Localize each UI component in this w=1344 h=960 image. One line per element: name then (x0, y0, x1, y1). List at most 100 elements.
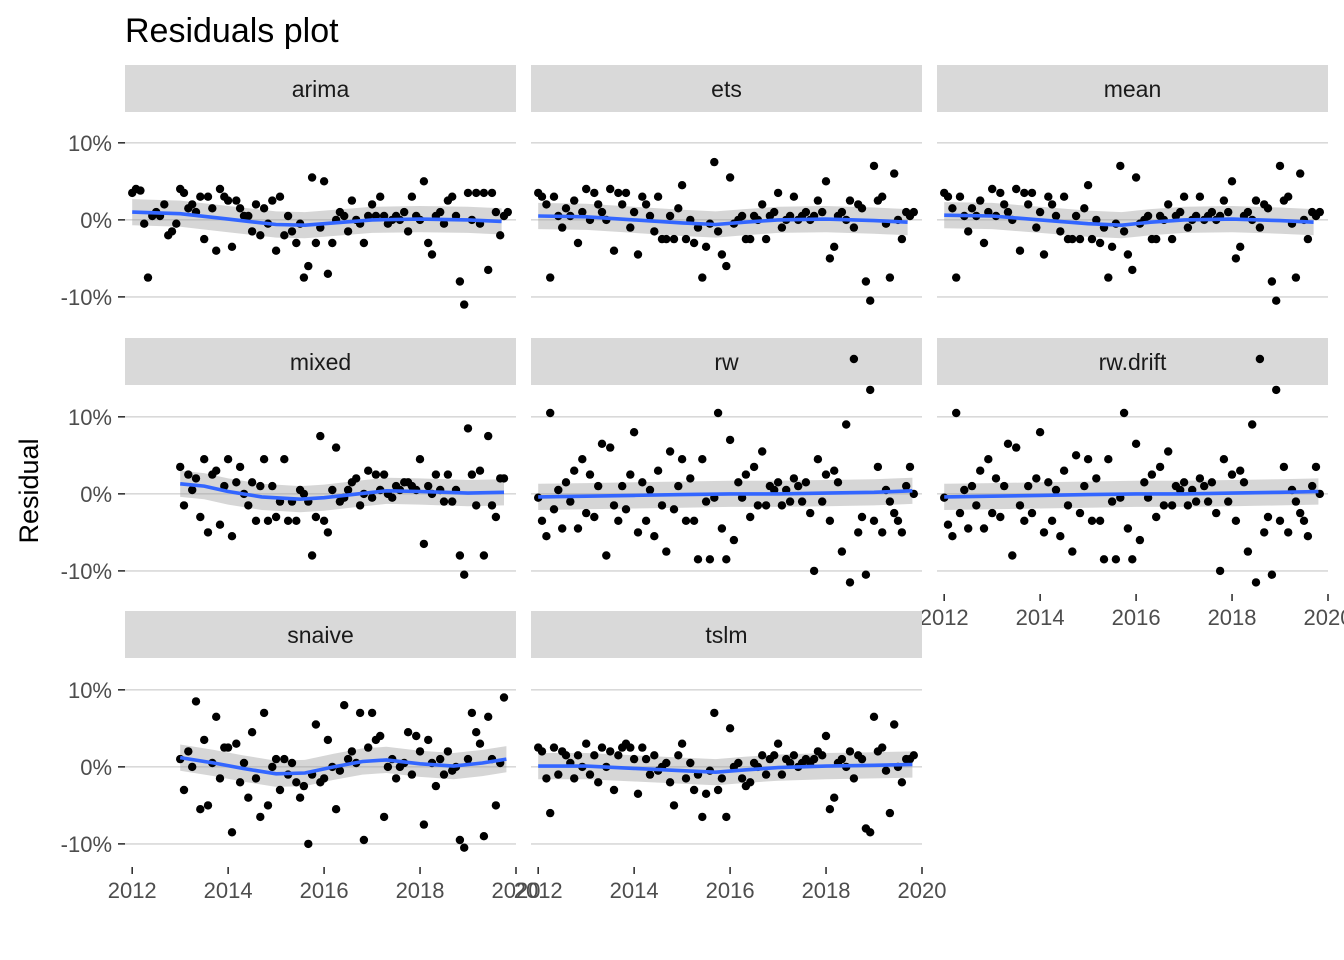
data-point (215, 184, 225, 194)
data-point (499, 693, 509, 702)
data-point (1071, 451, 1081, 460)
data-point (976, 196, 985, 205)
data-point (681, 516, 691, 525)
data-point (885, 273, 895, 282)
data-point (861, 277, 871, 286)
data-point (633, 789, 643, 798)
data-point (952, 273, 961, 282)
x-tick-label: 2016 (706, 878, 755, 903)
data-point (801, 478, 811, 487)
data-point (558, 223, 567, 232)
data-point (785, 758, 795, 768)
data-point (1152, 234, 1161, 244)
data-point (554, 770, 563, 779)
data-point (1023, 200, 1033, 209)
data-point (777, 501, 787, 510)
data-point (188, 485, 197, 495)
x-tick-label: 2018 (1208, 605, 1257, 630)
data-point (1311, 462, 1321, 472)
data-point (618, 200, 627, 209)
y-tick-label: -10% (61, 832, 112, 857)
data-point (629, 207, 639, 217)
data-point (184, 470, 193, 479)
data-point (638, 743, 647, 752)
data-point (689, 785, 699, 795)
data-point (1087, 234, 1097, 244)
data-point (299, 273, 309, 282)
data-point (359, 238, 369, 248)
data-point (594, 778, 603, 787)
x-tick-label: 2020 (898, 878, 947, 903)
data-point (316, 431, 325, 441)
data-point (1039, 528, 1049, 537)
data-point (1023, 481, 1033, 491)
data-point (1056, 532, 1065, 541)
data-point (626, 223, 635, 232)
data-point (585, 470, 595, 479)
x-tick-label: 2014 (1016, 605, 1065, 630)
data-point (1275, 161, 1285, 171)
data-point (653, 466, 663, 475)
data-point (662, 758, 671, 768)
data-point (275, 192, 285, 201)
data-point (359, 835, 369, 845)
data-point (549, 192, 559, 201)
data-point (179, 785, 189, 795)
data-point (227, 828, 237, 837)
data-point (837, 207, 847, 217)
data-point (424, 735, 433, 745)
data-point (496, 231, 505, 240)
data-point (794, 481, 803, 491)
data-point (725, 435, 735, 445)
data-point (1203, 497, 1213, 506)
data-point (650, 227, 659, 236)
data-point (391, 774, 401, 783)
data-point (710, 708, 719, 718)
data-point (737, 211, 747, 221)
x-tick-label: 2012 (920, 605, 969, 630)
data-point (1104, 455, 1113, 464)
facet-strip (125, 65, 516, 112)
data-point (641, 516, 651, 525)
data-point (340, 211, 349, 221)
data-point (830, 466, 839, 475)
data-point (251, 200, 261, 209)
data-point (424, 481, 433, 491)
data-point (746, 234, 755, 244)
data-point (215, 774, 225, 783)
data-point (1291, 497, 1301, 506)
data-point (403, 227, 413, 236)
data-point (304, 839, 313, 849)
data-point (1119, 227, 1129, 236)
data-point (1272, 296, 1281, 305)
data-point (1195, 474, 1205, 483)
data-point (463, 424, 473, 433)
data-point (698, 812, 707, 822)
data-point (621, 505, 631, 514)
data-point (1231, 254, 1241, 263)
data-point (653, 192, 663, 201)
data-point (905, 462, 915, 472)
data-point (484, 431, 493, 441)
data-point (594, 200, 603, 209)
data-point (479, 832, 489, 841)
data-point (1008, 551, 1017, 560)
data-point (1020, 516, 1029, 525)
x-tick-label: 2018 (802, 878, 851, 903)
data-point (806, 508, 815, 518)
data-point (964, 227, 973, 236)
data-point (1128, 265, 1137, 275)
data-point (191, 474, 201, 483)
facet-strip-label: rw.drift (1099, 349, 1167, 375)
data-point (761, 770, 771, 779)
data-point (1116, 161, 1125, 171)
data-point (212, 712, 221, 721)
data-point (259, 708, 269, 718)
data-point (1207, 207, 1217, 217)
data-point (626, 470, 635, 479)
data-point (403, 728, 413, 737)
smooth-line (179, 755, 507, 776)
data-point (1104, 273, 1113, 282)
data-point (821, 470, 831, 479)
data-point (549, 743, 559, 752)
